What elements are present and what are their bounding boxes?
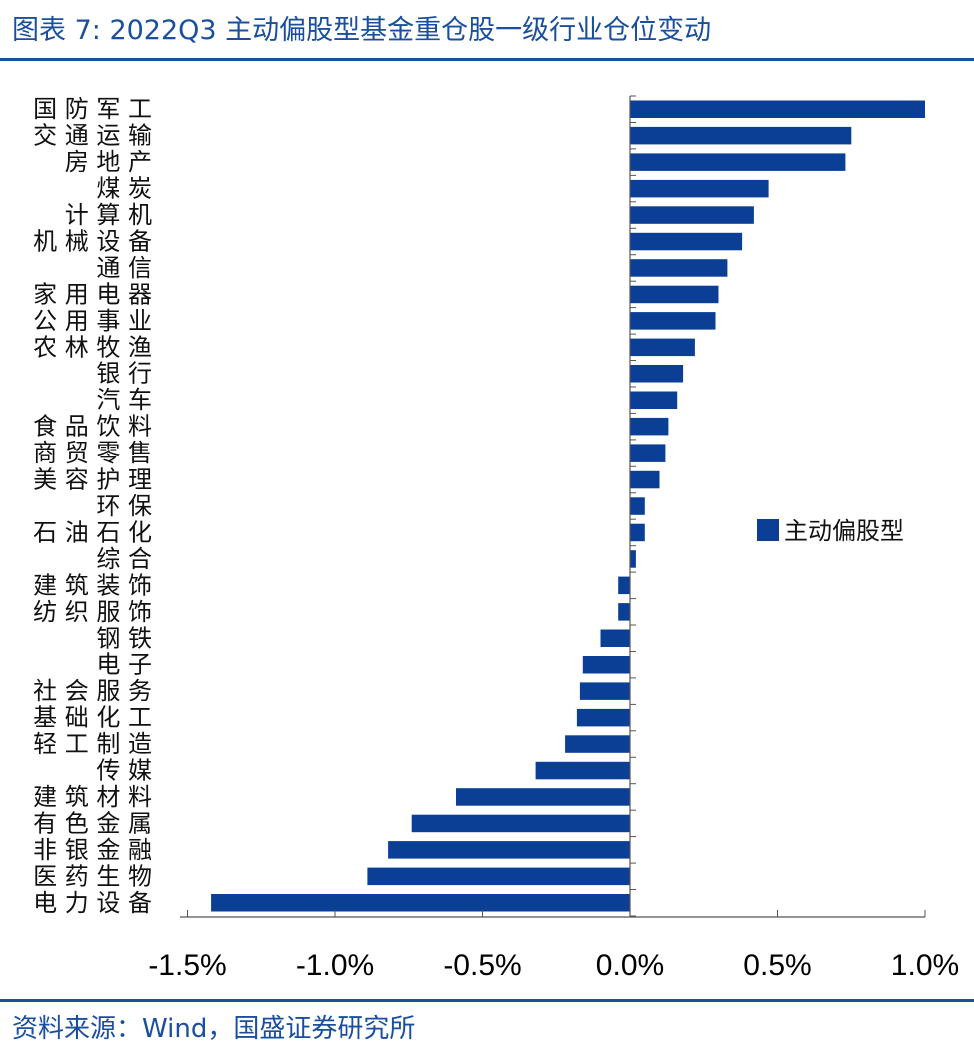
category-label: 农 林 牧 渔 [33,333,152,361]
bar-家用电器 [630,285,719,304]
x-tick-label: 1.0% [891,949,959,982]
bar-综合 [630,550,636,568]
bar-煤炭 [630,179,769,198]
bar-轻工制造 [565,735,630,753]
footer-divider [0,999,974,1002]
category-label: 商 贸 零 售 [33,439,152,467]
category-label: 纺 织 服 饰 [33,598,152,626]
x-tick-label: -0.5% [443,949,521,982]
bar-农林牧渔 [630,338,695,357]
category-label: 轻 工 制 造 [33,730,152,758]
bar-机械设备 [630,232,743,251]
category-label: 基 础 化 工 [33,704,152,732]
bar-钢铁 [600,629,630,647]
bar-美容护理 [630,470,660,489]
category-label: 房 地 产 [65,148,152,176]
bar-纺织服饰 [618,603,630,621]
bar-医药生物 [367,867,630,886]
category-label: 传 媒 [96,757,152,785]
category-label: 通 信 [96,254,152,282]
category-label: 医 药 生 物 [33,862,152,890]
x-tick-label: -1.5% [148,949,226,982]
bar-银行 [630,365,684,383]
bar-建筑材料 [456,788,630,806]
bar-国防军工 [630,100,925,118]
category-label: 银 行 [96,360,152,388]
x-axis: -1.5% -1.0% -0.5% 0.0% 0.5% 1.0% [148,910,959,982]
x-tick-label: 0.0% [596,949,664,982]
category-label: 国 防 军 工 [33,95,152,123]
bar-食品饮料 [630,417,669,436]
category-label: 交 通 运 输 [33,122,152,150]
bar-商贸零售 [630,444,666,462]
bar-石油石化 [630,523,645,542]
category-label: 综 合 [96,545,152,573]
bar-电力设备 [211,894,630,912]
source-note: 资料来源：Wind，国盛证券研究所 [12,1014,416,1044]
category-label: 环 保 [96,492,152,520]
category-label: 建 筑 装 饰 [33,571,152,599]
bar-基础化工 [576,708,630,727]
category-label: 电 子 [96,651,152,679]
category-label: 食 品 饮 料 [33,413,152,441]
bar-通信 [630,259,728,277]
bar-房地产 [630,153,846,171]
category-label: 非 银 金 融 [33,836,152,864]
category-label: 煤 炭 [96,175,152,203]
legend: 主动偏股型 [757,517,904,545]
category-label: 汽 车 [96,386,152,414]
bar-非银金融 [388,841,630,859]
bar-公用事业 [630,312,716,330]
category-label: 钢 铁 [96,624,152,652]
chart-title: 图表 7: 2022Q3 主动偏股型基金重仓股一级行业仓位变动 [12,15,712,46]
bar-chart: 国 防 军 工交 通 运 输房 地 产煤 炭计 算 机机 械 设 备通 信家 用… [33,95,959,982]
bars [211,100,925,912]
category-label: 电 力 设 备 [33,889,152,917]
legend-label: 主动偏股型 [784,517,904,545]
category-label: 计 算 机 [65,201,152,229]
bar-电子 [582,656,630,674]
title-divider [0,58,974,61]
category-label: 建 筑 材 料 [33,783,152,811]
bar-汽车 [630,391,678,409]
legend-swatch [757,519,779,541]
category-label: 公 用 事 业 [33,307,152,335]
bar-计算机 [630,206,754,224]
x-tick-label: -1.0% [296,949,374,982]
bar-环保 [630,497,645,515]
bar-交通运输 [630,126,852,145]
bar-社会服务 [579,682,630,700]
category-labels: 国 防 军 工交 通 运 输房 地 产煤 炭计 算 机机 械 设 备通 信家 用… [33,95,152,917]
bar-建筑装饰 [618,576,630,595]
category-label: 有 色 金 属 [33,809,152,837]
category-label: 机 械 设 备 [33,228,152,256]
zero-axis [629,95,636,917]
category-label: 家 用 电 器 [33,280,152,308]
x-tick-label: 0.5% [743,949,811,982]
bar-有色金属 [411,814,630,833]
bar-传媒 [535,761,630,780]
category-label: 社 会 服 务 [33,677,152,705]
category-label: 石 油 石 化 [33,519,152,547]
category-label: 美 容 护 理 [33,466,152,494]
